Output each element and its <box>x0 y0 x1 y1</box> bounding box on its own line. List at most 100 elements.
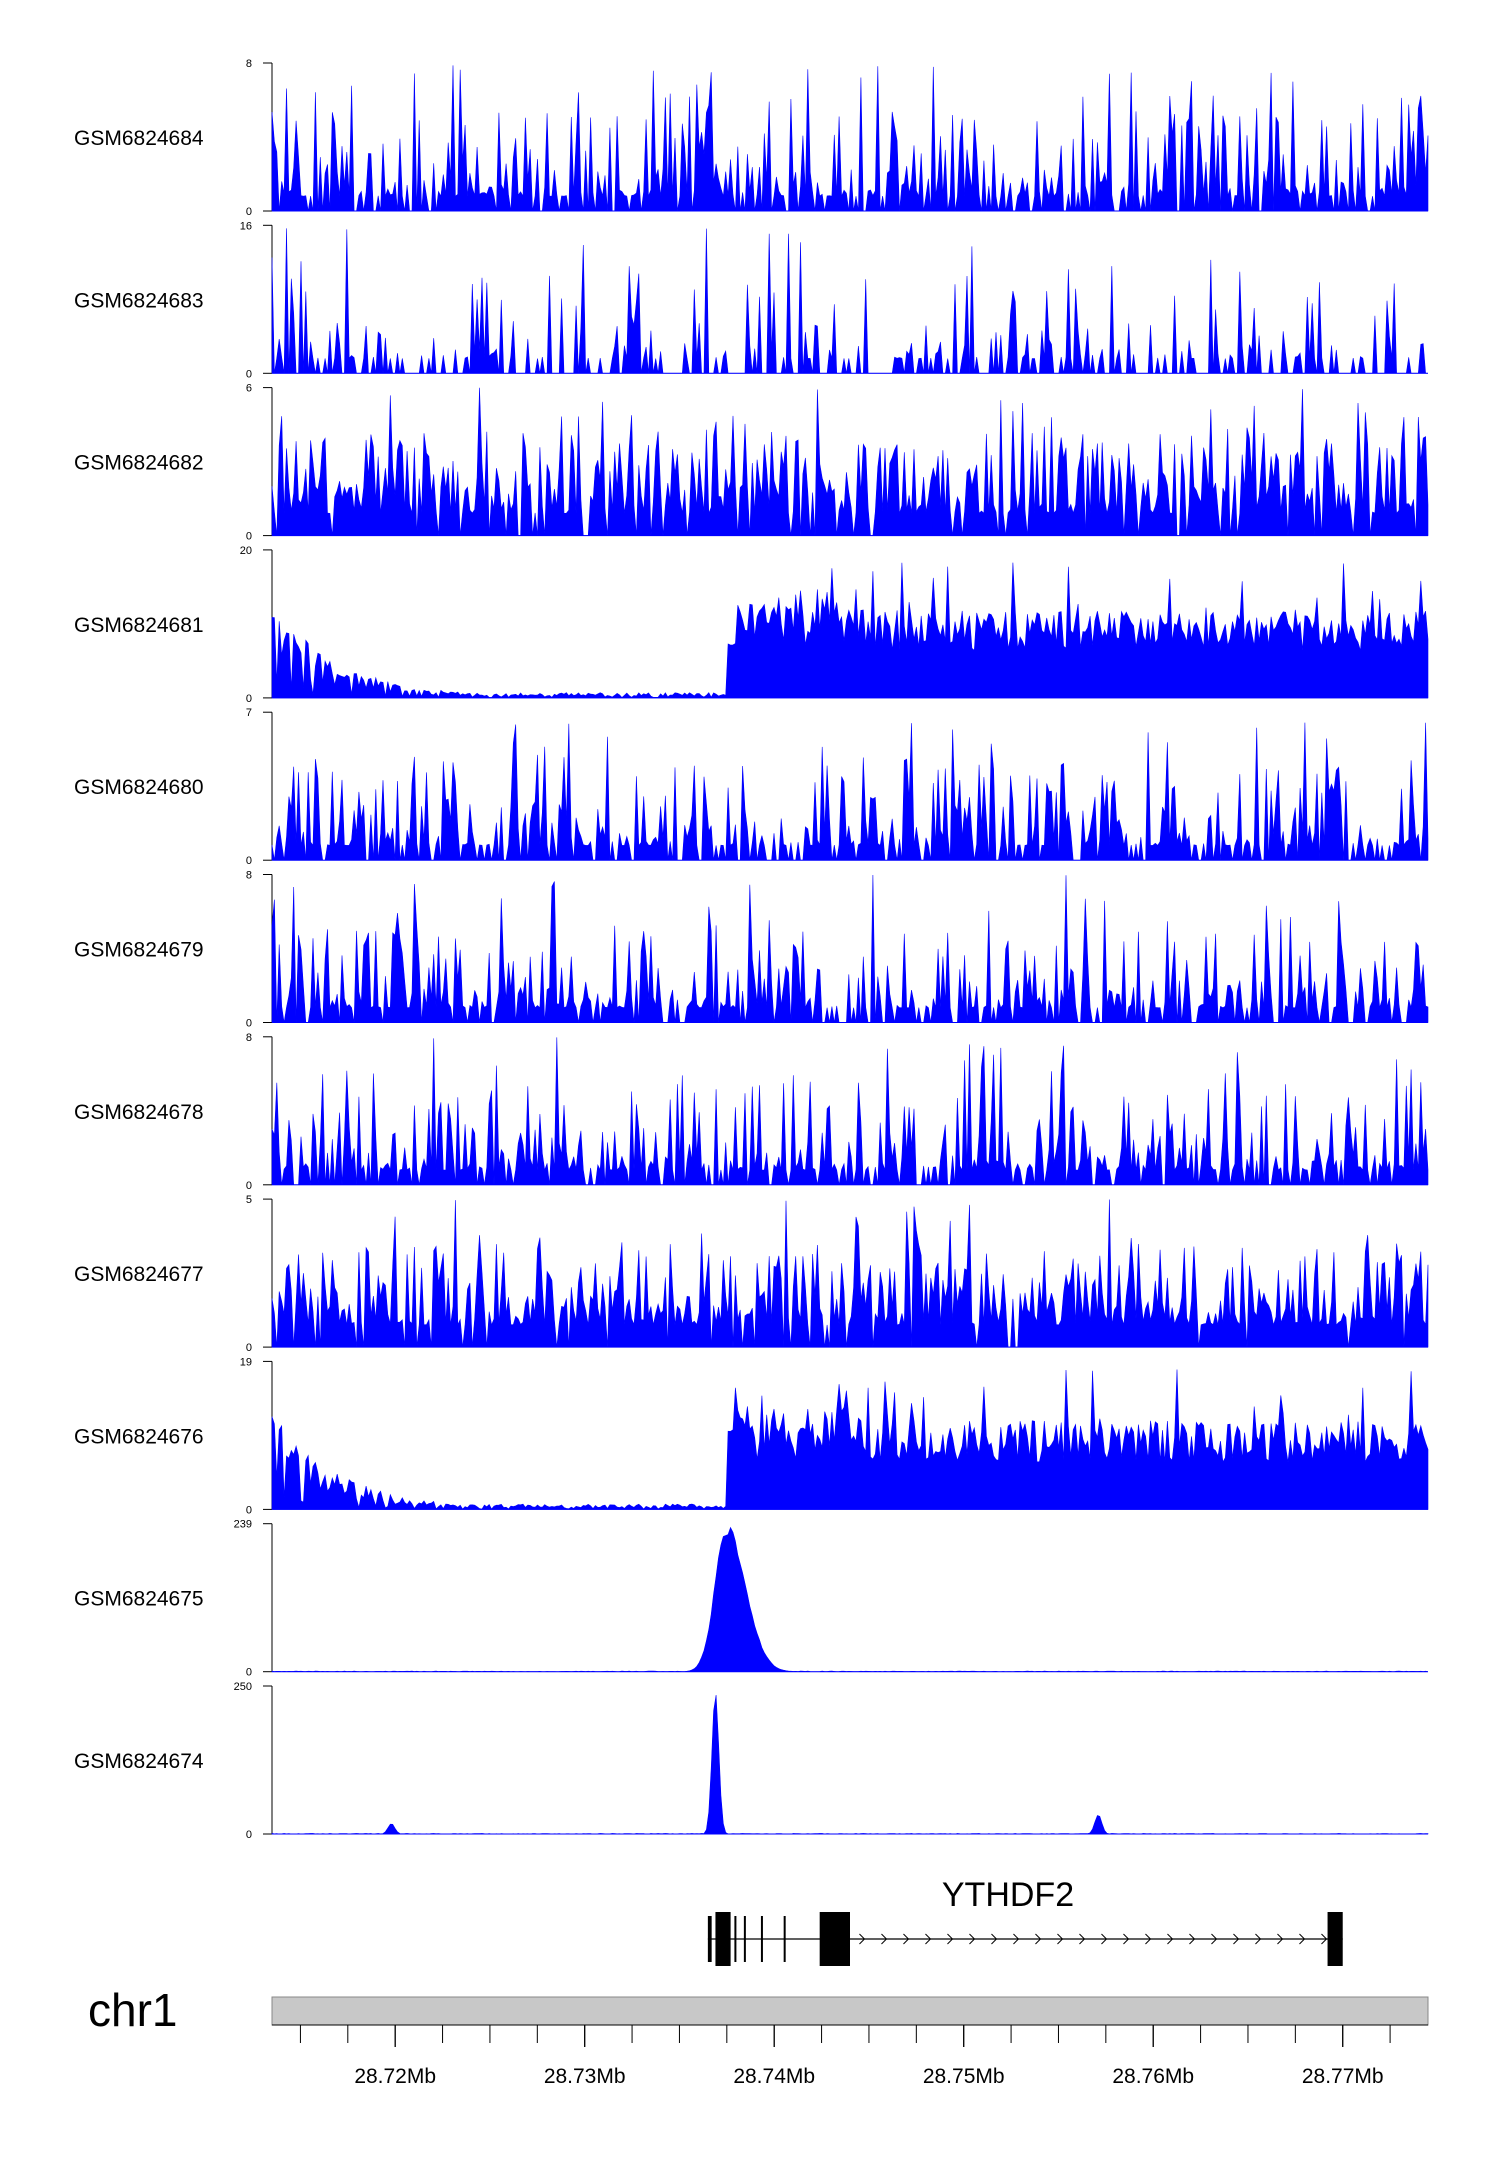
gene-exon <box>783 1916 786 1962</box>
x-axis-tick-label: 28.74Mb <box>733 2065 815 2088</box>
ytick-max-label: 19 <box>240 1356 252 1368</box>
track-gsm6824682: GSM6824682 6 0 <box>74 383 1429 543</box>
track-gsm6824679: GSM6824679 8 0 <box>74 870 1429 1030</box>
ytick-min-label: 0 <box>246 1667 252 1679</box>
strand-arrow <box>1057 1933 1064 1945</box>
ytick-min-label: 0 <box>246 368 252 380</box>
x-axis-tick-label: 28.76Mb <box>1112 2065 1194 2088</box>
track-label: GSM6824679 <box>74 939 204 962</box>
coverage-area <box>271 65 1429 212</box>
strand-arrow <box>991 1933 998 1945</box>
strand-arrow <box>903 1933 910 1945</box>
ytick-min-label: 0 <box>246 206 252 218</box>
strand-arrow <box>1321 1933 1328 1945</box>
coverage-area <box>271 1695 1429 1835</box>
coverage-area <box>271 722 1429 861</box>
strand-arrow <box>1079 1933 1086 1945</box>
strand-arrow <box>859 1933 866 1945</box>
track-gsm6824681: GSM6824681 20 0 <box>74 545 1429 705</box>
track-gsm6824683: GSM6824683 16 0 <box>74 220 1428 380</box>
coverage-area <box>271 1526 1429 1673</box>
strand-arrow <box>925 1933 932 1945</box>
ideogram-band <box>271 1996 1429 2026</box>
ytick-min-label: 0 <box>246 531 252 543</box>
track-label: GSM6824677 <box>74 1263 204 1286</box>
x-axis-tick-label: 28.75Mb <box>923 2065 1005 2088</box>
ytick-max-label: 239 <box>234 1519 252 1531</box>
track-gsm6824674: GSM6824674 250 0 <box>74 1681 1429 1841</box>
ytick-max-label: 6 <box>246 383 252 395</box>
genomic-axis: 28.72Mb 28.73Mb 28.74Mb 28.75Mb 28.76Mb 28.77… <box>272 2024 1428 2088</box>
track-label: GSM6824684 <box>74 127 204 150</box>
strand-arrow <box>947 1933 954 1945</box>
gene-exon <box>707 1916 712 1962</box>
ytick-min-label: 0 <box>246 1180 252 1192</box>
coverage-tracks: GSM682468480GSM6824683160GSM682468260GSM… <box>74 58 1429 1841</box>
strand-arrow <box>1299 1933 1306 1945</box>
ytick-max-label: 8 <box>246 58 252 70</box>
track-gsm6824678: GSM6824678 8 0 <box>74 1032 1429 1192</box>
ytick-min-label: 0 <box>246 1504 252 1516</box>
gene-exon <box>760 1916 763 1962</box>
strand-arrow <box>1211 1933 1218 1945</box>
strand-arrow <box>1189 1933 1196 1945</box>
strand-arrow <box>1277 1933 1284 1945</box>
strand-arrow <box>1255 1933 1262 1945</box>
track-gsm6824680: GSM6824680 7 0 <box>74 707 1429 867</box>
chromosome-ideogram: chr1 <box>88 1984 1429 2036</box>
coverage-area <box>271 1369 1429 1510</box>
track-gsm6824675: GSM6824675 239 0 <box>74 1519 1429 1679</box>
coverage-area <box>271 874 1429 1023</box>
ytick-min-label: 0 <box>246 693 252 705</box>
track-label: GSM6824680 <box>74 776 204 799</box>
gene-exon <box>715 1912 731 1966</box>
strand-arrow <box>1123 1933 1130 1945</box>
gene-exon <box>743 1916 746 1962</box>
track-label: GSM6824678 <box>74 1101 204 1124</box>
ytick-max-label: 8 <box>246 870 252 882</box>
x-axis-tick-label: 28.72Mb <box>354 2065 436 2088</box>
strand-arrow <box>1233 1933 1240 1945</box>
track-label: GSM6824682 <box>74 452 204 475</box>
track-label: GSM6824676 <box>74 1425 204 1448</box>
track-gsm6824676: GSM6824676 19 0 <box>74 1356 1429 1516</box>
coverage-area <box>271 228 1428 374</box>
ytick-min-label: 0 <box>246 855 252 867</box>
ytick-max-label: 8 <box>246 1032 252 1044</box>
ytick-max-label: 20 <box>240 545 252 557</box>
track-label: GSM6824683 <box>74 289 204 312</box>
gene-exon <box>1327 1912 1343 1966</box>
coverage-area <box>271 562 1429 699</box>
coverage-area <box>271 1037 1429 1186</box>
coverage-area <box>271 1199 1429 1348</box>
strand-arrow <box>1035 1933 1042 1945</box>
gene-annotation-track: YTHDF2 <box>707 1876 1343 1966</box>
gene-label: YTHDF2 <box>942 1876 1074 1914</box>
ytick-max-label: 7 <box>246 707 252 719</box>
x-axis-tick-label: 28.73Mb <box>544 2065 626 2088</box>
track-gsm6824684: GSM6824684 8 0 <box>74 58 1429 218</box>
strand-arrow <box>1101 1933 1108 1945</box>
chromosome-label: chr1 <box>88 1984 177 2036</box>
ytick-min-label: 0 <box>246 1829 252 1841</box>
strand-arrow <box>1167 1933 1174 1945</box>
ytick-max-label: 16 <box>240 220 252 232</box>
gene-exon <box>819 1912 850 1966</box>
track-label: GSM6824675 <box>74 1588 204 1611</box>
coverage-area <box>271 387 1429 536</box>
ytick-max-label: 250 <box>234 1681 252 1693</box>
gene-exon <box>734 1916 737 1962</box>
track-label: GSM6824681 <box>74 614 204 637</box>
strand-arrow <box>881 1933 888 1945</box>
ytick-min-label: 0 <box>246 1018 252 1030</box>
strand-arrow <box>969 1933 976 1945</box>
track-label: GSM6824674 <box>74 1750 204 1773</box>
ytick-max-label: 5 <box>246 1194 252 1206</box>
ytick-min-label: 0 <box>246 1342 252 1354</box>
strand-arrow <box>1145 1933 1152 1945</box>
track-gsm6824677: GSM6824677 5 0 <box>74 1194 1429 1354</box>
x-axis-tick-label: 28.77Mb <box>1302 2065 1384 2088</box>
strand-arrow <box>1013 1933 1020 1945</box>
